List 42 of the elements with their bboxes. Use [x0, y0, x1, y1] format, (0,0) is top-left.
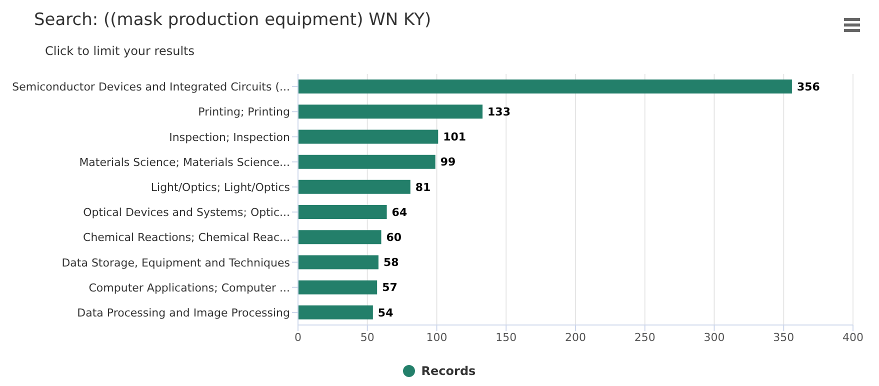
data-label: 99: [440, 156, 456, 169]
bar: [298, 255, 378, 270]
x-tick-label: 200: [565, 330, 586, 344]
x-tick-label: 350: [773, 330, 794, 344]
y-tick-label: Chemical Reactions; Chemical Reac...: [83, 231, 290, 244]
data-label: 64: [392, 206, 408, 219]
x-tick-label: 250: [634, 330, 656, 344]
bar: [298, 230, 382, 244]
x-tick-label: 50: [360, 330, 374, 344]
bar: [298, 280, 378, 294]
y-tick-label: Optical Devices and Systems; Optic...: [83, 206, 290, 220]
y-tick-label: Semiconductor Devices and Integrated Circuits (...: [12, 80, 290, 94]
chart-title: Search: ((mask production equipment) WN KY): [34, 10, 432, 30]
bar: [298, 104, 483, 119]
y-tick-label: Data Storage, Equipment and Techniques: [62, 256, 290, 270]
y-tick-label: Printing; Printing: [198, 106, 290, 119]
y-tick-label: Data Processing and Image Processing: [77, 306, 290, 320]
legend-label: Records: [420, 364, 476, 378]
bar: [298, 305, 373, 320]
bar: [298, 180, 410, 194]
data-label: 101: [443, 130, 466, 144]
y-tick-label: Computer Applications; Computer ...: [88, 281, 290, 294]
data-label: 356: [796, 80, 820, 94]
y-tick-label: Light/Optics; Light/Optics: [150, 180, 290, 194]
x-tick-label: 0: [294, 330, 302, 344]
data-label: 133: [488, 106, 511, 119]
bar: [298, 130, 438, 144]
x-tick-label: 400: [842, 330, 864, 344]
y-tick-label: Materials Science; Materials Science...: [79, 156, 290, 169]
text: Click to limit your results: [45, 44, 194, 58]
y-tick-label: Inspection; Inspection: [169, 130, 290, 144]
bar: [298, 154, 436, 169]
data-label: 81: [415, 180, 431, 194]
x-tick-label: 100: [426, 330, 448, 344]
data-label: 58: [383, 256, 399, 270]
data-label: 57: [382, 281, 398, 294]
x-tick-label: 300: [704, 330, 725, 344]
data-label: 60: [386, 231, 402, 244]
bar: [298, 80, 792, 94]
x-tick-label: 150: [496, 330, 517, 344]
data-label: 54: [378, 306, 394, 320]
bar: [298, 205, 387, 220]
